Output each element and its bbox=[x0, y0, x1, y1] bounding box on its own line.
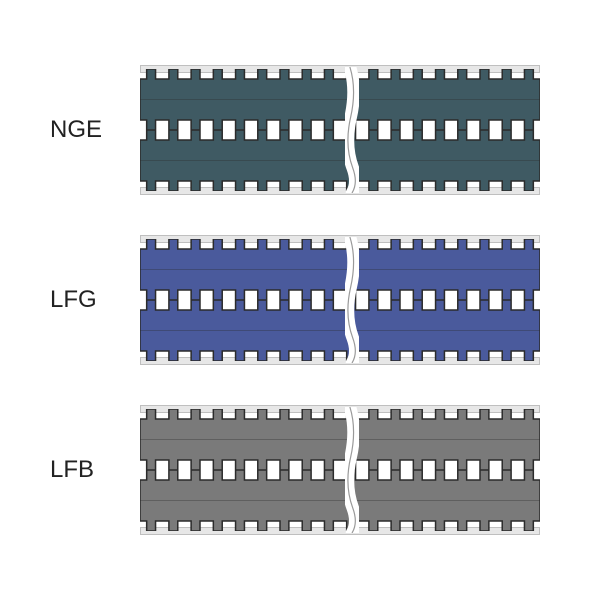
belt-half bbox=[140, 239, 540, 300]
module-split bbox=[352, 69, 353, 191]
variant-label: NGE bbox=[50, 116, 102, 144]
belt-graphic bbox=[140, 405, 540, 535]
belt-half bbox=[140, 69, 540, 130]
variant-row: NGE bbox=[0, 45, 600, 215]
module-split bbox=[352, 409, 353, 531]
belt-graphic bbox=[140, 65, 540, 195]
variant-label: LFB bbox=[50, 456, 94, 484]
module-split bbox=[352, 239, 353, 361]
belt-half bbox=[140, 130, 540, 191]
variant-label: LFG bbox=[50, 286, 97, 314]
belt-half bbox=[140, 300, 540, 361]
belt-half bbox=[140, 470, 540, 531]
variant-row: LFB bbox=[0, 385, 600, 555]
variant-row: LFG bbox=[0, 215, 600, 385]
belt-half bbox=[140, 409, 540, 470]
belt-graphic bbox=[140, 235, 540, 365]
